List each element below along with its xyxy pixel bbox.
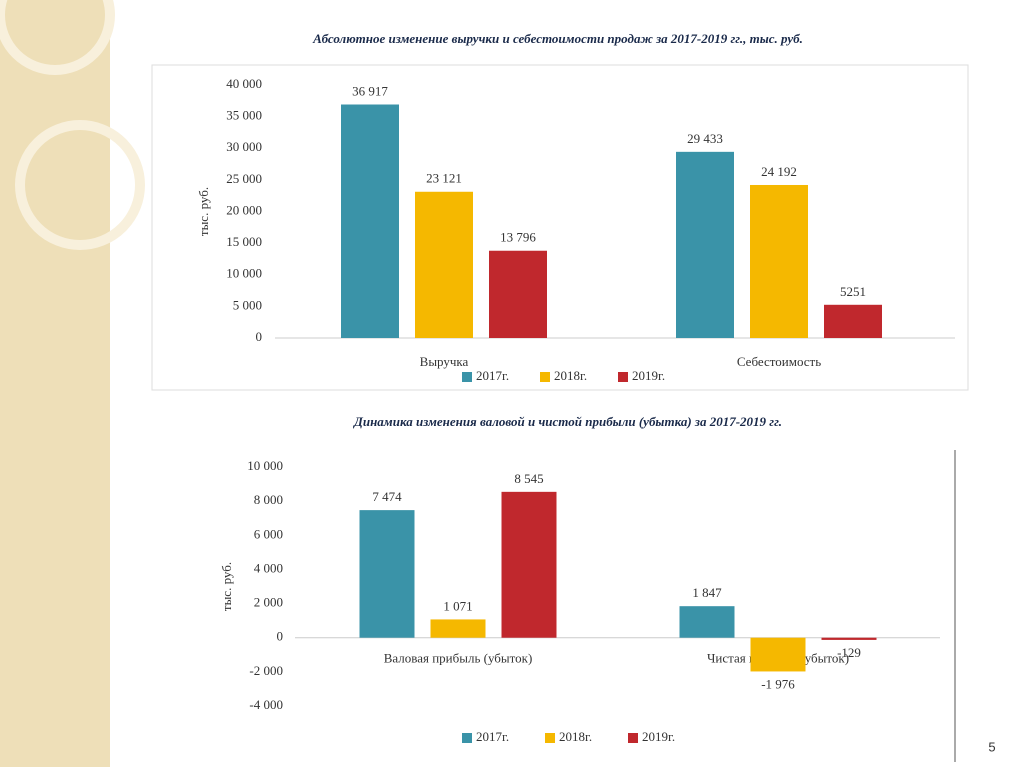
y-tick-label: 40 000 <box>226 76 262 91</box>
bar <box>824 304 882 338</box>
y-tick-label: 2 000 <box>254 595 283 610</box>
legend-swatch <box>462 372 472 382</box>
legend-swatch <box>618 372 628 382</box>
data-label: -129 <box>837 645 861 660</box>
bar <box>415 191 473 338</box>
legend-swatch <box>628 733 638 743</box>
y-tick-label: 25 000 <box>226 171 262 186</box>
data-label: 1 847 <box>692 585 722 600</box>
y-tick-label: 4 000 <box>254 560 283 575</box>
y-tick-label: 0 <box>256 329 263 344</box>
y-tick-label: 8 000 <box>254 492 283 507</box>
data-label: 29 433 <box>687 131 723 146</box>
bar <box>750 637 806 672</box>
legend-label: 2017г. <box>476 368 509 383</box>
x-tick-label: Валовая прибыль (убыток) <box>384 651 533 666</box>
chart-title: Динамика изменения валовой и чистой приб… <box>353 414 782 429</box>
legend-label: 2017г. <box>476 729 509 744</box>
decor-circle <box>15 120 145 250</box>
y-tick-label: 15 000 <box>226 234 262 249</box>
chart-title: Абсолютное изменение выручки и себестоим… <box>312 31 803 46</box>
data-label: 8 545 <box>514 471 543 486</box>
data-label: 1 071 <box>443 598 472 613</box>
bar <box>821 637 877 640</box>
x-tick-label: Себестоимость <box>737 354 821 369</box>
bar <box>501 491 557 638</box>
decor-strip <box>0 0 110 767</box>
x-tick-label: Выручка <box>420 354 469 369</box>
legend-label: 2019г. <box>632 368 665 383</box>
y-tick-label: 0 <box>277 629 284 644</box>
y-tick-label: -2 000 <box>249 663 283 678</box>
bar <box>341 104 399 339</box>
bar <box>679 606 735 638</box>
y-tick-label: 20 000 <box>226 202 262 217</box>
legend-label: 2018г. <box>554 368 587 383</box>
y-axis-label: тыс. руб. <box>219 562 234 611</box>
bar <box>489 250 547 338</box>
y-tick-label: 10 000 <box>247 458 283 473</box>
data-label: 13 796 <box>500 230 536 245</box>
y-tick-label: 30 000 <box>226 139 262 154</box>
legend-label: 2018г. <box>559 729 592 744</box>
bar <box>359 510 415 638</box>
legend-swatch <box>540 372 550 382</box>
y-tick-label: 10 000 <box>226 266 262 281</box>
bar <box>676 151 734 338</box>
data-label: 24 192 <box>761 164 797 179</box>
y-tick-label: 35 000 <box>226 108 262 123</box>
data-label: 7 474 <box>372 489 402 504</box>
data-label: 36 917 <box>352 83 388 98</box>
legend-swatch <box>545 733 555 743</box>
y-tick-label: 5 000 <box>233 297 262 312</box>
legend-label: 2019г. <box>642 729 675 744</box>
bar <box>430 619 486 638</box>
data-label: 23 121 <box>426 171 462 186</box>
legend-swatch <box>462 733 472 743</box>
bar <box>750 184 808 338</box>
page-number: 5 <box>988 739 995 754</box>
decor-circle <box>0 0 115 75</box>
y-tick-label: 6 000 <box>254 526 283 541</box>
data-label: -1 976 <box>761 676 795 691</box>
chart-frame <box>151 64 969 391</box>
y-tick-label: -4 000 <box>249 697 283 712</box>
y-axis-label: тыс. руб. <box>196 187 211 236</box>
data-label: 5251 <box>840 284 866 299</box>
